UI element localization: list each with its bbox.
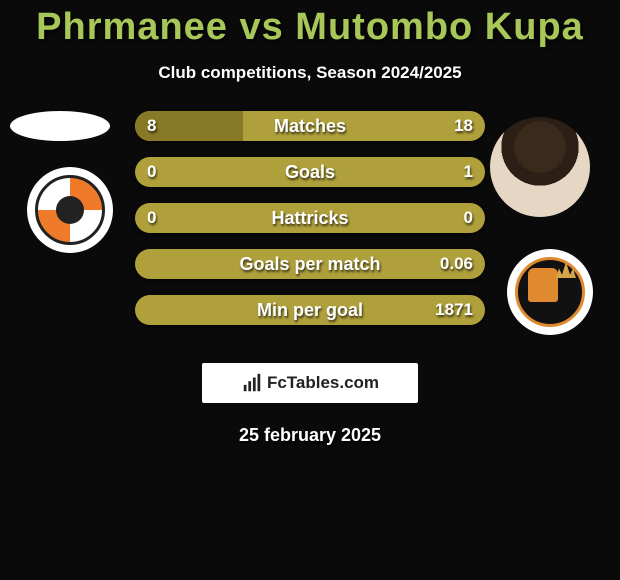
stat-value-right: 0.06 xyxy=(440,254,473,274)
stat-value-right: 18 xyxy=(454,116,473,136)
footer-date: 25 february 2025 xyxy=(0,425,620,446)
bar-chart-icon xyxy=(241,372,263,394)
stat-label: Goals per match xyxy=(239,254,380,275)
comparison-grid: 8 Matches 18 0 Goals 1 0 Hattricks 0 Goals per ma… xyxy=(0,111,620,361)
subtitle: Club competitions, Season 2024/2025 xyxy=(0,63,620,83)
stat-value-left: 0 xyxy=(147,208,156,228)
stat-label: Min per goal xyxy=(257,300,363,321)
stat-value-left: 0 xyxy=(147,162,156,182)
club-left-badge xyxy=(27,167,113,253)
club-right-badge xyxy=(507,249,593,335)
stat-bar: Goals per match 0.06 xyxy=(135,249,485,279)
player-left-avatar xyxy=(10,111,110,141)
stat-value-right: 1871 xyxy=(435,300,473,320)
page-title: Phrmanee vs Mutombo Kupa xyxy=(0,6,620,49)
stat-bar: 0 Hattricks 0 xyxy=(135,203,485,233)
stat-value-left: 8 xyxy=(147,116,156,136)
stat-label: Matches xyxy=(274,116,346,137)
player-right-avatar xyxy=(490,117,590,217)
stat-bar: 0 Goals 1 xyxy=(135,157,485,187)
stat-bar: 8 Matches 18 xyxy=(135,111,485,141)
stat-bars: 8 Matches 18 0 Goals 1 0 Hattricks 0 Goals per ma… xyxy=(135,111,485,341)
stat-bar: Min per goal 1871 xyxy=(135,295,485,325)
stat-value-right: 0 xyxy=(464,208,473,228)
stat-label: Hattricks xyxy=(271,208,348,229)
stat-value-right: 1 xyxy=(464,162,473,182)
brand-text: FcTables.com xyxy=(267,373,379,393)
stat-label: Goals xyxy=(285,162,335,183)
brand-badge[interactable]: FcTables.com xyxy=(202,363,418,403)
